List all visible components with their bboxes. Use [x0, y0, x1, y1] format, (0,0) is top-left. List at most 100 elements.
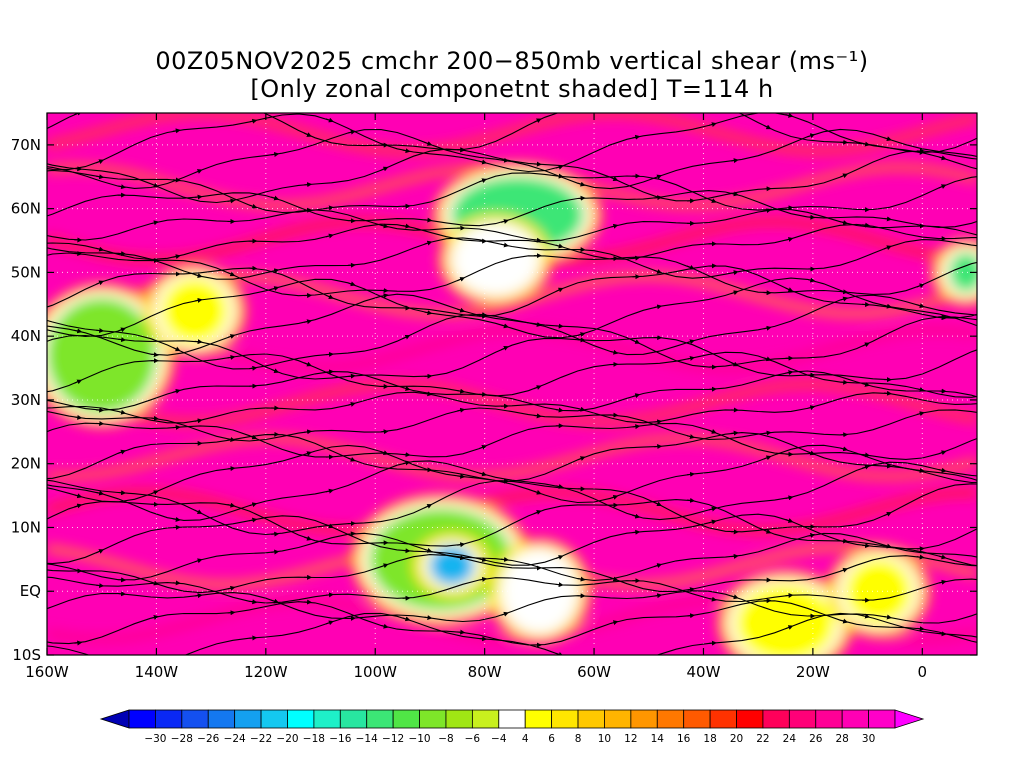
streamline-arrow [325, 488, 334, 494]
streamline [47, 499, 977, 550]
latitude-axis: 70N 60N 50N 40N 30N 20N 10N EQ 10S [11, 136, 977, 664]
streamline [47, 460, 977, 521]
streamline-arrow [150, 490, 159, 495]
colorbar-swatch [577, 709, 605, 729]
streamline-arrow [730, 361, 739, 367]
streamline-arrow [533, 118, 542, 124]
streamline-arrow [96, 246, 105, 252]
streamline-arrow [555, 164, 564, 170]
colorbar-tick-label: −24 [224, 733, 246, 745]
colorbar-tick-label: 10 [598, 733, 611, 745]
streamline-arrow [227, 610, 236, 616]
streamline-arrow [500, 345, 509, 351]
streamline-arrow [194, 297, 203, 303]
colorbar-tick-label: 24 [783, 733, 797, 745]
streamline-arrow [479, 159, 488, 165]
streamline-arrow [730, 270, 739, 276]
colorbar-tick-label: 28 [835, 733, 848, 745]
streamline-arrow [117, 449, 126, 455]
longitude-axis: 160W 140W 120W 100W 80W 60W 40W 20W 0 [25, 113, 927, 681]
streamline-arrow [172, 128, 181, 134]
streamline-arrow [916, 626, 925, 632]
lon-tick-label: 60W [577, 663, 611, 681]
streamline-arrow [325, 523, 334, 529]
streamline-arrow [150, 415, 159, 421]
streamline [47, 444, 977, 504]
streamline-arrow [763, 325, 772, 331]
streamline-arrow [325, 233, 334, 239]
streamline [47, 532, 977, 582]
streamline-arrow [304, 429, 313, 435]
streamline-arrow [840, 618, 849, 624]
colorbar-tick-label: 8 [575, 733, 582, 745]
plot-area [47, 113, 977, 655]
streamline-arrow [840, 173, 849, 179]
streamline-arrow [883, 303, 892, 309]
streamline-arrow [785, 518, 794, 523]
colorbar-tick-label: 6 [548, 733, 555, 745]
lat-tick-label: 10S [12, 646, 41, 664]
colorbar-tick-label: −20 [276, 733, 298, 745]
streamline-arrow [533, 510, 542, 515]
streamline-arrow [785, 495, 794, 501]
streamline-arrow [74, 379, 83, 385]
streamline-arrow [227, 271, 236, 277]
streamline-arrow [632, 393, 641, 399]
streamline-arrow [533, 385, 542, 390]
colorbar-swatch [234, 709, 262, 729]
streamline-arrow [785, 592, 794, 598]
streamline-arrow [610, 576, 619, 582]
streamline-arrow [654, 304, 663, 310]
streamline-arrow [500, 219, 509, 224]
streamline-arrow [249, 502, 258, 508]
streamline-arrow [271, 598, 280, 604]
streamline-arrow [194, 558, 203, 564]
colorbar-swatch [339, 709, 368, 729]
streamline-arrow [862, 452, 871, 458]
streamline-arrow [555, 287, 564, 293]
colorbar-tick-label: −16 [329, 733, 351, 745]
streamline-arrow [303, 451, 312, 456]
streamline-arrow [325, 369, 334, 375]
streamline-arrow [424, 310, 433, 316]
streamline-arrow [916, 387, 925, 392]
streamline-arrow [861, 382, 870, 387]
lon-tick-label: 20W [796, 663, 830, 681]
streamline-arrow [555, 243, 564, 249]
streamline-arrow [74, 503, 83, 509]
streamline-arrow [380, 166, 389, 172]
streamline-arrow [730, 191, 739, 197]
streamline [47, 113, 977, 154]
streamline-arrow [96, 159, 105, 164]
streamline-arrow [380, 223, 389, 229]
colorbar-swatch [498, 709, 526, 729]
streamline-arrow [150, 182, 159, 188]
streamline-arrow [610, 620, 619, 626]
streamline-arrow [883, 390, 892, 396]
streamline-arrow [785, 625, 794, 630]
streamline-arrow [424, 240, 433, 246]
streamline-arrow [424, 217, 433, 223]
streamline-arrow [194, 509, 203, 514]
colorbar-swatch [313, 709, 341, 729]
streamline [47, 113, 977, 173]
streamline [47, 554, 977, 594]
streamline-arrow [457, 147, 466, 153]
streamline-arrow [632, 255, 641, 261]
streamline-arrow [227, 334, 236, 339]
streamline-arrow [938, 554, 947, 560]
streamline-arrow [380, 623, 389, 629]
streamline-arrow [96, 174, 105, 180]
streamline-arrow [763, 529, 772, 534]
colorbar-swatch [445, 709, 473, 729]
streamline-arrow [227, 585, 236, 591]
streamline-arrow [533, 489, 542, 495]
streamline-arrow [402, 148, 411, 154]
streamline [47, 612, 977, 655]
streamline-arrow [883, 216, 892, 222]
streamline-arrow [577, 332, 586, 337]
streamline-arrow [347, 129, 356, 135]
colorbar-swatch [287, 709, 315, 729]
streamline-arrow [172, 254, 181, 260]
colorbar-low-arrow [99, 709, 130, 729]
